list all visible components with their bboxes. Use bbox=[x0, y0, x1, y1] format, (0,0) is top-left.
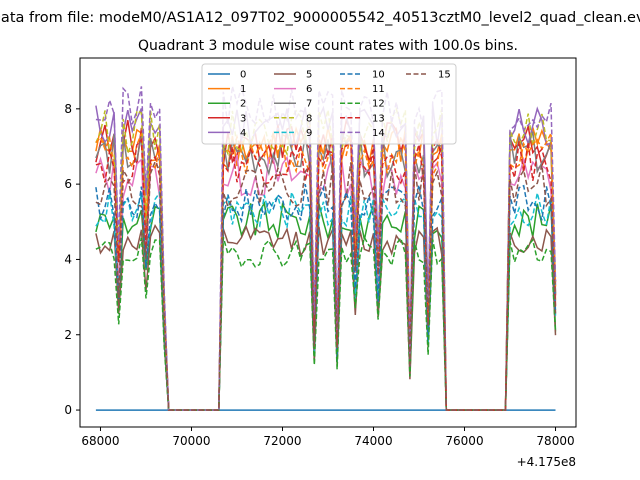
legend-label-0: 0 bbox=[240, 70, 246, 81]
series-line-6 bbox=[95, 154, 557, 411]
legend-label-14: 14 bbox=[372, 128, 385, 139]
x-tick-label: 70000 bbox=[172, 434, 210, 448]
series-line-11 bbox=[95, 130, 557, 411]
legend-label-13: 13 bbox=[372, 113, 385, 124]
legend-label-4: 4 bbox=[240, 128, 246, 139]
x-tick-label: 72000 bbox=[263, 434, 301, 448]
legend-label-15: 15 bbox=[438, 70, 451, 81]
legend-label-5: 5 bbox=[306, 70, 312, 81]
series-line-15 bbox=[95, 159, 557, 411]
y-tick-label: 2 bbox=[64, 328, 72, 342]
legend-frame bbox=[201, 63, 457, 145]
x-tick-label: 74000 bbox=[354, 434, 392, 448]
legend-label-11: 11 bbox=[372, 84, 385, 95]
x-tick-label: 76000 bbox=[445, 434, 483, 448]
x-offset-label: +4.175e8 bbox=[517, 455, 576, 469]
legend-label-10: 10 bbox=[372, 70, 385, 81]
x-tick-label: 78000 bbox=[536, 434, 574, 448]
legend-label-12: 12 bbox=[372, 99, 385, 110]
legend-label-2: 2 bbox=[240, 99, 246, 110]
y-tick-label: 4 bbox=[64, 252, 72, 266]
series-line-7 bbox=[95, 131, 557, 411]
x-axis: 68000 70000 72000 74000 76000 78000 bbox=[81, 427, 575, 448]
legend-label-9: 9 bbox=[306, 128, 312, 139]
legend-label-6: 6 bbox=[306, 84, 312, 95]
y-tick-label: 8 bbox=[64, 102, 72, 116]
legend-label-3: 3 bbox=[240, 113, 246, 124]
y-tick-label: 6 bbox=[64, 177, 72, 191]
legend-label-1: 1 bbox=[240, 84, 246, 95]
axes-frame bbox=[79, 57, 577, 428]
figure-suptitle: Data from file: modeM0/AS1A12_097T02_900… bbox=[0, 10, 640, 26]
y-tick-label: 0 bbox=[64, 403, 72, 417]
x-tick-label: 68000 bbox=[81, 434, 119, 448]
y-axis: 0 2 4 6 8 bbox=[64, 102, 80, 417]
series-line-8 bbox=[95, 107, 557, 411]
chart-title: Quadrant 3 module wise count rates with … bbox=[138, 38, 518, 54]
series-line-3 bbox=[95, 118, 557, 411]
legend-label-8: 8 bbox=[306, 113, 312, 124]
series-line-1 bbox=[95, 124, 557, 411]
legend-label-7: 7 bbox=[306, 99, 312, 110]
